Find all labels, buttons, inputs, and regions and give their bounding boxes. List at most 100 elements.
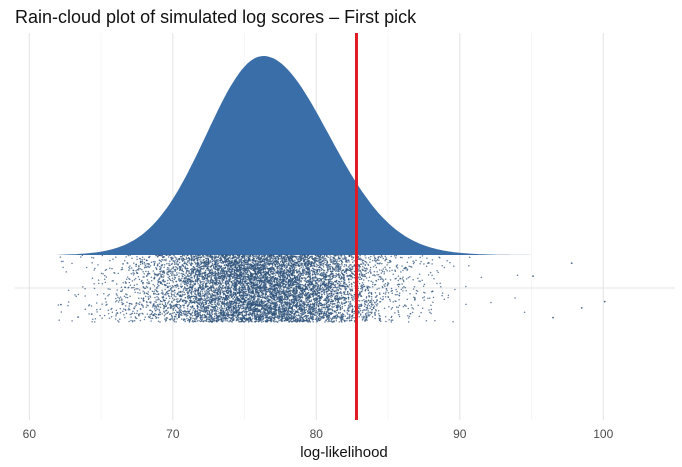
rain-point (351, 316, 354, 318)
rain-point (306, 256, 308, 259)
rain-point (211, 258, 214, 260)
rain-point (214, 267, 216, 270)
rain-point (344, 304, 346, 307)
rain-point (175, 313, 178, 316)
rain-point (173, 307, 176, 309)
rain-point (272, 257, 274, 259)
rain-point (232, 303, 235, 305)
rain-point (178, 316, 181, 318)
rain-point (150, 317, 152, 320)
rain-point (302, 274, 304, 277)
rain-point (312, 288, 315, 291)
rain-point (168, 267, 170, 269)
rain-point (270, 260, 273, 263)
rain-point (275, 255, 278, 258)
rain-point (299, 280, 301, 282)
rain-point (119, 307, 122, 310)
rain-point (178, 261, 181, 264)
rain-point (370, 295, 373, 298)
rain-point (150, 312, 153, 315)
rain-point (123, 313, 125, 316)
rain-point (403, 285, 405, 288)
jitter-points (57, 254, 606, 323)
rain-point (275, 265, 277, 268)
rain-point (163, 272, 165, 275)
rain-point (272, 320, 275, 323)
rain-point (338, 302, 341, 304)
rain-point (156, 293, 158, 296)
rain-point (291, 286, 293, 288)
rain-point (173, 254, 175, 257)
rain-point (372, 266, 375, 268)
rain-point (391, 269, 393, 272)
rain-point (186, 319, 189, 322)
rain-point (329, 254, 331, 256)
rain-point (217, 262, 219, 265)
rain-point (316, 298, 319, 301)
rain-point (401, 283, 403, 285)
rain-point (346, 317, 349, 320)
rain-point (338, 305, 341, 308)
rain-point (329, 258, 332, 261)
rain-point (115, 283, 118, 285)
rain-point (384, 266, 386, 268)
rain-point (293, 312, 296, 315)
rain-point (165, 292, 167, 295)
rain-point (284, 275, 287, 277)
rain-point (180, 309, 182, 311)
rain-point (134, 277, 137, 280)
rain-point (93, 321, 96, 323)
rain-point (127, 286, 130, 289)
rain-point (199, 269, 202, 271)
rain-point (377, 256, 379, 259)
rain-point (143, 273, 145, 275)
rain-point (145, 270, 147, 273)
rain-point (371, 259, 374, 262)
rain-point (137, 302, 139, 305)
rain-point (188, 302, 191, 304)
rain-point (308, 318, 310, 320)
rain-point (341, 264, 343, 266)
rain-point (410, 256, 412, 258)
rain-point (125, 278, 128, 281)
rain-point (154, 305, 156, 307)
rain-point (92, 257, 95, 259)
rain-point (238, 261, 241, 264)
rain-point (317, 272, 319, 275)
rain-point (211, 303, 214, 306)
rain-point (122, 310, 124, 312)
rain-point (327, 311, 329, 314)
rain-point (115, 315, 117, 317)
rain-point (255, 301, 258, 303)
rain-point (163, 270, 165, 272)
rain-point (166, 268, 168, 271)
rain-point (395, 254, 398, 257)
rain-point (289, 282, 292, 285)
rain-point (398, 292, 401, 294)
rain-point (184, 314, 187, 316)
rain-point (258, 275, 261, 277)
rain-point (447, 296, 449, 299)
rain-point (223, 307, 225, 310)
rain-point (140, 280, 143, 283)
rain-point (329, 298, 331, 300)
rain-point (211, 313, 214, 315)
rain-point (277, 317, 279, 320)
rain-point (305, 306, 308, 308)
rain-point (93, 269, 95, 271)
rain-point (373, 305, 376, 308)
rain-point (440, 285, 442, 288)
rain-point (359, 308, 361, 310)
rain-point (395, 306, 398, 308)
rain-point (314, 290, 317, 293)
rain-point (386, 283, 389, 286)
rain-point (274, 303, 277, 305)
rain-point (284, 310, 286, 313)
rain-point (423, 263, 425, 265)
rain-point (275, 301, 278, 304)
rain-point (274, 274, 277, 277)
rain-point (183, 283, 186, 286)
rain-point (367, 313, 370, 315)
rain-point (257, 278, 259, 280)
